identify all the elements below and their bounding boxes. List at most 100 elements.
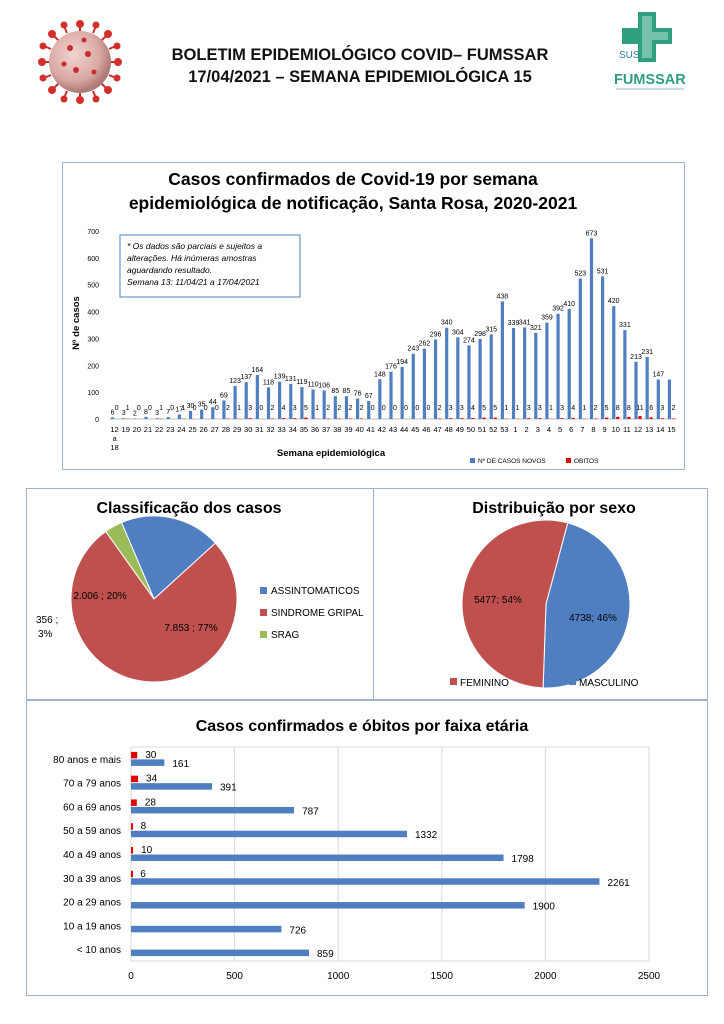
pie-slice-assintomaticos (120, 515, 217, 600)
death-value-label: 2 (348, 405, 352, 412)
case-bar (567, 308, 571, 419)
death-bar (359, 418, 364, 419)
death-bar (627, 416, 631, 419)
death-bar (649, 417, 653, 419)
classification-chart: Classificação dos casos 2.006 ; 20% 7.85… (36, 500, 364, 683)
x-tick-label: 18 (110, 443, 118, 452)
fumssar-logo: SUS FUMSSAR (614, 12, 686, 90)
death-bar (471, 417, 475, 419)
case-bar (623, 330, 627, 419)
case-value-label: 3 (155, 410, 159, 417)
weekly-cases-panel: Casos confirmados de Covid-19 por semana… (62, 162, 685, 470)
case-value-label: 274 (463, 337, 475, 344)
death-value-label: 2 (594, 405, 598, 412)
death-value-label: 2 (438, 405, 442, 412)
death-value-label: 1 (126, 405, 130, 412)
death-bar (293, 418, 297, 419)
case-value-label: 30 (187, 403, 195, 410)
x-tick-label: 23 (166, 425, 174, 434)
case-value-label: 139 (274, 374, 286, 381)
x-tick-label: 20 (133, 425, 141, 434)
age-category-label: 10 a 19 anos (63, 921, 121, 932)
legend-swatch-sindrome-gripal (260, 609, 267, 616)
case-bar (545, 322, 549, 419)
y-tick-label: 600 (87, 256, 99, 263)
chart-title-line-1: Casos confirmados de Covid-19 por semana (168, 169, 538, 189)
age-category-label: 70 a 79 anos (63, 779, 121, 790)
case-value-label: 147 (652, 372, 664, 379)
y-tick-label: 200 (87, 363, 99, 370)
x-tick-label: 0 (128, 971, 134, 982)
death-value-label: 1 (315, 405, 319, 412)
x-tick-label: 28 (222, 425, 230, 434)
case-bar (634, 361, 638, 419)
case-value-label: 148 (374, 371, 386, 378)
note-line-1: * Os dados são parciais e sujeitos a (127, 241, 262, 251)
death-value-label: 3 (293, 405, 297, 412)
x-tick-label: 8 (591, 425, 595, 434)
death-value-label: 5 (605, 405, 609, 412)
x-tick-label: 38 (333, 425, 341, 434)
case-value-label: 410 (563, 301, 575, 308)
death-value-label: 2 (360, 405, 364, 412)
note-line-3: aguardando resultado. (127, 265, 212, 275)
death-value-label: 2 (226, 405, 230, 412)
case-bar (131, 949, 309, 957)
death-value-label: 3 (527, 405, 531, 412)
x-tick-label: 11 (623, 425, 631, 434)
death-bar (270, 418, 275, 419)
case-bar (144, 416, 148, 419)
case-bar (667, 379, 672, 419)
death-bar (131, 775, 139, 783)
case-value-label: 304 (452, 329, 464, 336)
x-tick-label: 2500 (638, 971, 661, 982)
death-value-label: 0 (148, 405, 152, 412)
death-value-label: 5 (493, 405, 497, 412)
x-tick-label: 37 (322, 425, 330, 434)
x-tick-label: 12 (634, 425, 642, 434)
case-value-label: 164 (252, 367, 264, 374)
death-value-label: 8 (627, 405, 631, 412)
x-tick-label: 46 (422, 425, 430, 434)
death-value-label: 3 (538, 405, 542, 412)
y-tick-label: 400 (87, 310, 99, 317)
case-bar (367, 401, 371, 419)
x-tick-label: 12 (110, 425, 118, 434)
death-bar (593, 418, 598, 419)
case-value-label: 17 (175, 406, 183, 413)
legend-swatch-feminino (450, 678, 457, 685)
death-value-label: 0 (382, 405, 386, 412)
pie-label-srag-line2: 3% (38, 629, 53, 640)
case-value-label: 321 (530, 325, 542, 332)
death-bar (482, 417, 486, 419)
x-tick-label: 35 (300, 425, 308, 434)
case-bar (278, 381, 282, 419)
death-value-label: 0 (415, 405, 419, 412)
death-value-label: 0 (215, 405, 219, 412)
death-value-label: 0 (426, 405, 430, 412)
legend-obitos: OBITOS (574, 458, 599, 465)
case-bar (289, 383, 293, 419)
age-group-chart: Casos confirmados e óbitos por faixa etá… (53, 718, 661, 982)
case-value-label: 2261 (607, 878, 630, 889)
x-tick-label: 10 (612, 425, 620, 434)
coronavirus-icon (38, 20, 122, 104)
case-value-label: 85 (331, 388, 339, 395)
death-value-label: 1 (549, 405, 553, 412)
case-bar (300, 387, 304, 419)
case-bar (645, 356, 649, 419)
x-tick-label: 40 (355, 425, 363, 434)
x-tick-label: 41 (367, 425, 375, 434)
case-value-label: 76 (354, 391, 362, 398)
x-tick-label: 6 (569, 425, 573, 434)
case-value-label: 35 (198, 402, 206, 409)
case-bar (155, 418, 159, 419)
case-bar (511, 327, 516, 419)
case-bar (322, 390, 326, 419)
x-tick-label: 44 (400, 425, 408, 434)
case-value-label: 787 (302, 806, 319, 817)
x-tick-label: 39 (344, 425, 352, 434)
case-value-label: 243 (407, 346, 419, 353)
case-value-label: 44 (209, 399, 217, 406)
x-tick-label: 42 (378, 425, 386, 434)
